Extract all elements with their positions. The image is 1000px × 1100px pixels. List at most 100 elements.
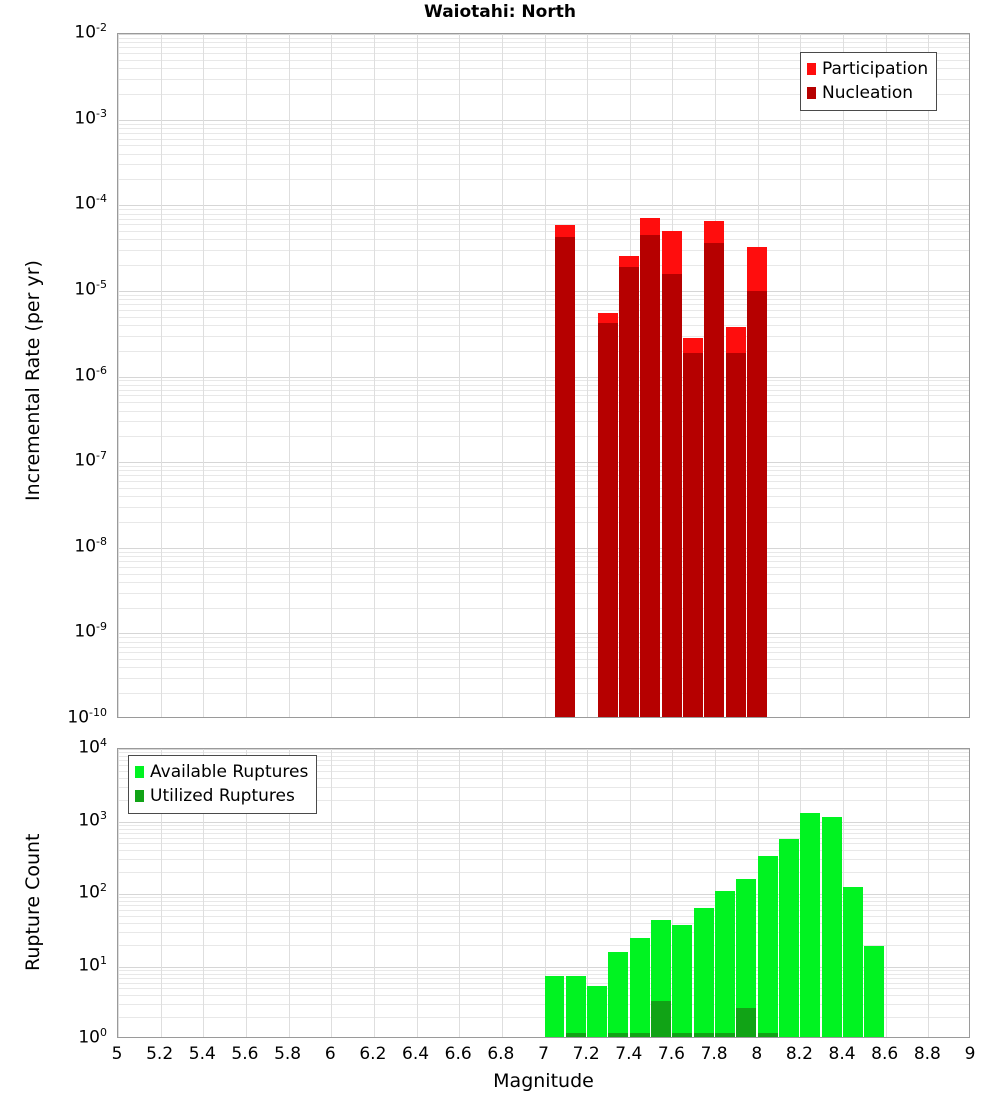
gridline-minor <box>118 567 969 568</box>
gridline-major <box>118 377 969 378</box>
gridline-minor <box>118 128 969 129</box>
gridline-vertical <box>587 749 588 1037</box>
gridline-vertical <box>118 34 119 717</box>
x-tick-label: 6.2 <box>359 1044 387 1064</box>
legend-color-swatch <box>135 790 144 802</box>
legend-color-swatch <box>807 87 816 99</box>
gridline-minor <box>118 778 969 779</box>
gridline-minor <box>118 552 969 553</box>
bar-group <box>565 975 586 1037</box>
bottom-panel-legend: Available Ruptures Utilized Ruptures <box>128 755 318 814</box>
gridline-vertical <box>203 34 204 717</box>
available-ruptures-bar-segment <box>821 816 842 1037</box>
gridline-minor <box>118 317 969 318</box>
bar-group <box>597 313 618 717</box>
legend-label: Nucleation <box>822 82 914 103</box>
gridline-vertical <box>545 34 546 717</box>
gridline-minor <box>118 608 969 609</box>
nucleation-bar-segment <box>555 237 575 717</box>
nucleation-bar-segment <box>619 267 639 717</box>
gridline-minor <box>118 139 969 140</box>
utilized-ruptures-bar-segment <box>736 1008 757 1037</box>
gridline-minor <box>118 923 969 924</box>
gridline-minor <box>118 988 969 989</box>
bar-group <box>864 946 885 1037</box>
gridline-minor <box>118 411 969 412</box>
gridline-minor <box>118 1017 969 1018</box>
bar-group <box>757 856 778 1037</box>
utilized-ruptures-bar-segment <box>715 1033 735 1037</box>
gridline-vertical <box>502 749 503 1037</box>
x-tick-label: 7.6 <box>657 1044 685 1064</box>
bar-group <box>661 231 682 717</box>
gridline-minor <box>118 336 969 337</box>
gridline-minor <box>118 932 969 933</box>
y-tick-label: 10-3 <box>74 106 107 129</box>
nucleation-bar-segment <box>725 352 746 717</box>
gridline-minor <box>118 42 969 43</box>
bar-group <box>821 816 842 1037</box>
gridline-vertical <box>459 749 460 1037</box>
x-tick-label: 7 <box>538 1044 549 1064</box>
gridline-major <box>118 548 969 549</box>
available-ruptures-bar-segment <box>715 891 735 1037</box>
gridline-minor <box>118 60 969 61</box>
gridline-minor <box>118 556 969 557</box>
gridline-major <box>118 749 969 750</box>
gridline-minor <box>118 693 969 694</box>
utilized-ruptures-bar-segment <box>651 1001 671 1037</box>
x-tick-label: 5.4 <box>188 1044 216 1064</box>
x-axis-label: Magnitude <box>493 1070 594 1092</box>
gridline-minor <box>118 995 969 996</box>
gridline-minor <box>118 133 969 134</box>
gridline-minor <box>118 843 969 844</box>
gridline-vertical <box>289 34 290 717</box>
available-ruptures-bar-segment <box>800 812 821 1037</box>
gridline-minor <box>118 637 969 638</box>
gridline-vertical <box>246 34 247 717</box>
gridline-major <box>118 291 969 292</box>
gridline-major <box>118 34 969 35</box>
gridline-minor <box>118 983 969 984</box>
gridline-vertical <box>886 749 887 1037</box>
gridline-minor <box>118 239 969 240</box>
bar-group <box>629 938 650 1037</box>
bar-group <box>843 886 863 1037</box>
x-tick-label: 5.2 <box>146 1044 174 1064</box>
legend-available-ruptures: Available Ruptures <box>135 760 308 784</box>
gridline-minor <box>118 829 969 830</box>
gridline-minor <box>118 390 969 391</box>
gridline-minor <box>118 299 969 300</box>
gridline-minor <box>118 164 969 165</box>
bar-group <box>672 925 693 1037</box>
bar-group <box>736 878 757 1037</box>
gridline-minor <box>118 231 969 232</box>
x-tick-label: 6 <box>324 1044 336 1064</box>
utilized-ruptures-bar-segment <box>672 1033 693 1037</box>
gridline-minor <box>118 652 969 653</box>
gridline-minor <box>118 402 969 403</box>
y-tick-label: 102 <box>78 881 107 903</box>
gridline-minor <box>118 219 969 220</box>
gridline-minor <box>118 395 969 396</box>
bar-group <box>693 908 714 1037</box>
legend-participation: Participation <box>807 57 928 81</box>
legend-label: Participation <box>822 58 929 79</box>
gridline-minor <box>118 94 969 95</box>
utilized-ruptures-bar-segment <box>757 1033 778 1037</box>
gridline-vertical <box>161 749 162 1037</box>
bar-group <box>651 920 671 1037</box>
available-ruptures-bar-segment <box>587 986 607 1037</box>
gridline-minor <box>118 978 969 979</box>
x-tick-label: 6.6 <box>444 1044 472 1064</box>
y-tick-label: 10-4 <box>74 192 107 214</box>
legend-color-swatch <box>135 766 144 778</box>
legend-color-swatch <box>807 63 816 75</box>
gridline-minor <box>118 859 969 860</box>
bar-group <box>725 326 746 717</box>
y-tick-label: 103 <box>78 808 107 831</box>
available-ruptures-bar-segment <box>672 925 693 1037</box>
gridline-vertical <box>800 34 801 717</box>
nucleation-bar-segment <box>597 322 618 717</box>
x-tick-label: 5.6 <box>231 1044 259 1064</box>
